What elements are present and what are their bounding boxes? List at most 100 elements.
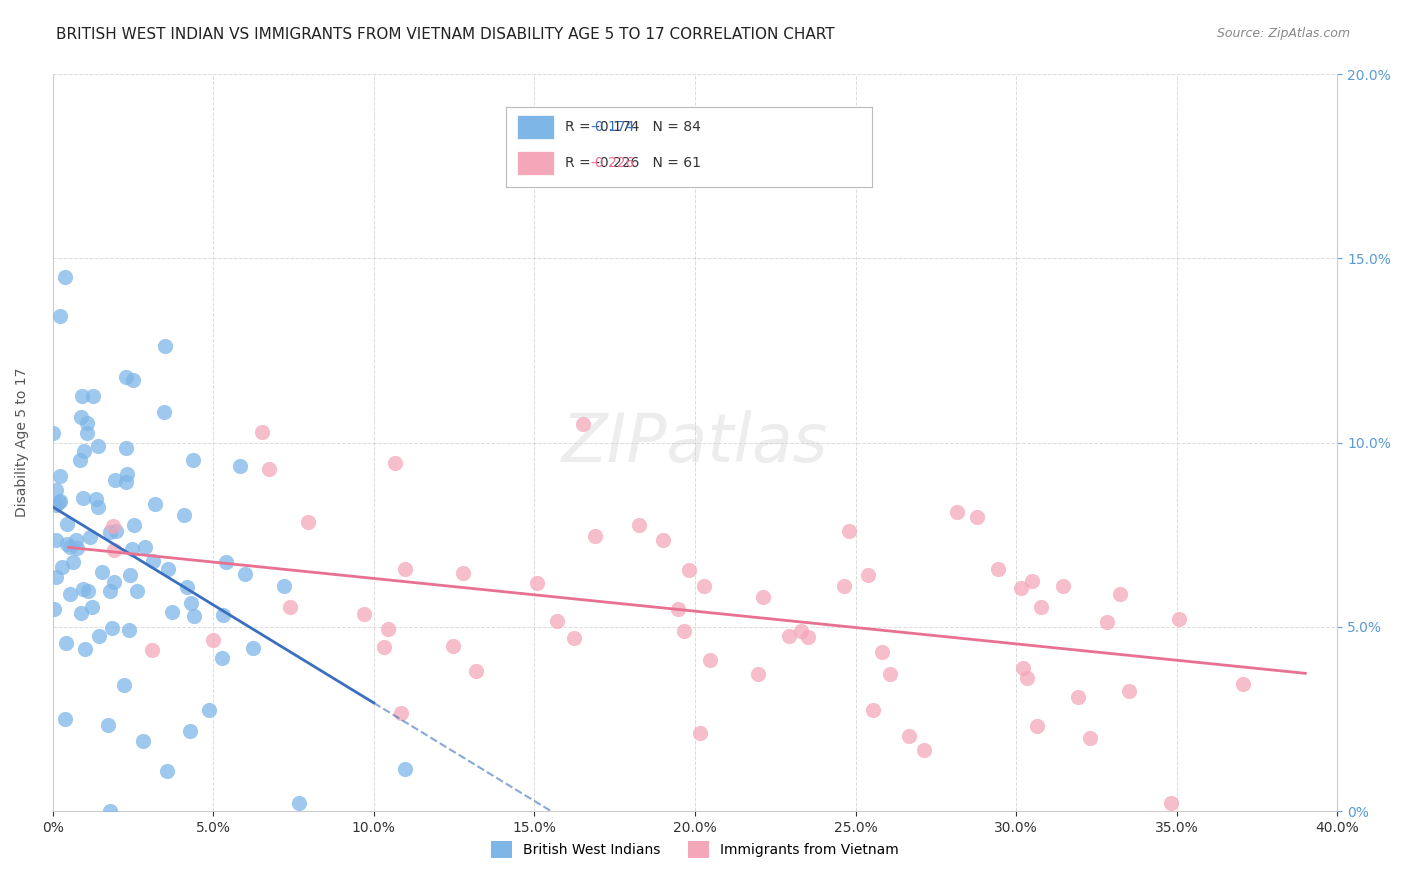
Point xyxy=(42,425,65,440)
Point xyxy=(181,452,204,467)
Point xyxy=(73,444,96,458)
Point xyxy=(699,653,721,667)
Point xyxy=(211,651,233,665)
Point xyxy=(45,533,67,548)
Point xyxy=(55,269,77,284)
Point xyxy=(747,667,769,681)
Point xyxy=(373,640,395,655)
Point xyxy=(115,475,138,489)
Point xyxy=(66,541,89,556)
Point xyxy=(103,575,125,590)
Point xyxy=(257,462,280,476)
Point xyxy=(797,631,820,645)
Point xyxy=(778,629,800,643)
Point xyxy=(1026,719,1049,733)
Point xyxy=(90,565,112,579)
Point xyxy=(353,607,375,621)
Point xyxy=(72,582,94,596)
Point xyxy=(858,567,880,582)
Point xyxy=(288,797,311,811)
Point xyxy=(1011,660,1033,674)
Point xyxy=(118,567,141,582)
Point xyxy=(59,587,82,601)
Point xyxy=(45,569,67,583)
Point xyxy=(70,606,93,620)
Point xyxy=(441,640,464,654)
Point xyxy=(1078,731,1101,745)
Point xyxy=(51,560,73,574)
Point xyxy=(100,584,122,599)
Point xyxy=(1167,612,1189,626)
Point xyxy=(84,492,107,507)
Point xyxy=(121,541,143,556)
Point xyxy=(101,621,124,635)
Point xyxy=(1010,582,1032,596)
Point xyxy=(114,441,136,455)
Point xyxy=(1052,579,1074,593)
Text: -0.226: -0.226 xyxy=(591,156,634,170)
Point xyxy=(790,624,813,639)
Point xyxy=(105,524,128,539)
Point xyxy=(77,584,100,599)
Point xyxy=(571,417,593,432)
Point xyxy=(1095,615,1118,629)
Point xyxy=(211,608,233,623)
Point xyxy=(117,467,139,481)
Point xyxy=(69,452,91,467)
Point xyxy=(180,597,202,611)
Point xyxy=(389,706,412,721)
Point xyxy=(45,483,67,498)
Point xyxy=(562,631,585,645)
Point xyxy=(546,614,568,628)
Point xyxy=(55,636,77,650)
Point xyxy=(86,439,108,453)
Point xyxy=(872,645,894,659)
Bar xyxy=(517,151,554,175)
Point xyxy=(297,515,319,529)
Point xyxy=(250,425,273,439)
Point xyxy=(229,458,252,473)
Point xyxy=(103,543,125,558)
Point xyxy=(862,703,884,717)
Point xyxy=(464,664,486,678)
Point xyxy=(1021,574,1043,588)
Point xyxy=(627,518,650,533)
Point xyxy=(155,339,177,353)
Point xyxy=(1232,676,1254,690)
Point xyxy=(125,584,148,599)
Point xyxy=(897,729,920,743)
Point xyxy=(101,519,124,533)
Point xyxy=(87,500,110,515)
Point xyxy=(112,678,135,692)
Point xyxy=(118,624,141,638)
Point xyxy=(82,389,104,403)
Point xyxy=(59,540,82,554)
Point xyxy=(56,537,79,551)
Point xyxy=(838,524,860,538)
Text: BRITISH WEST INDIAN VS IMMIGRANTS FROM VIETNAM DISABILITY AGE 5 TO 17 CORRELATIO: BRITISH WEST INDIAN VS IMMIGRANTS FROM V… xyxy=(56,27,835,42)
Point xyxy=(183,608,205,623)
Point xyxy=(673,624,696,638)
Legend: British West Indians, Immigrants from Vietnam: British West Indians, Immigrants from Vi… xyxy=(485,835,904,863)
Point xyxy=(987,562,1010,576)
Point xyxy=(131,734,153,748)
Text: R = -0.174   N = 84: R = -0.174 N = 84 xyxy=(565,120,700,134)
Point xyxy=(583,528,606,542)
Point xyxy=(666,601,689,615)
Point xyxy=(1066,690,1088,704)
Point xyxy=(1160,796,1182,810)
Point xyxy=(693,579,716,593)
Point xyxy=(122,517,145,532)
Point xyxy=(966,510,988,524)
Point xyxy=(176,580,198,594)
Point xyxy=(122,373,145,387)
Point xyxy=(197,703,219,717)
Point xyxy=(134,540,156,554)
Point xyxy=(143,498,166,512)
Point xyxy=(49,494,72,508)
Point xyxy=(1017,671,1039,685)
Point xyxy=(79,530,101,544)
Point xyxy=(56,517,79,532)
Point xyxy=(1109,587,1132,601)
Point xyxy=(97,718,120,732)
